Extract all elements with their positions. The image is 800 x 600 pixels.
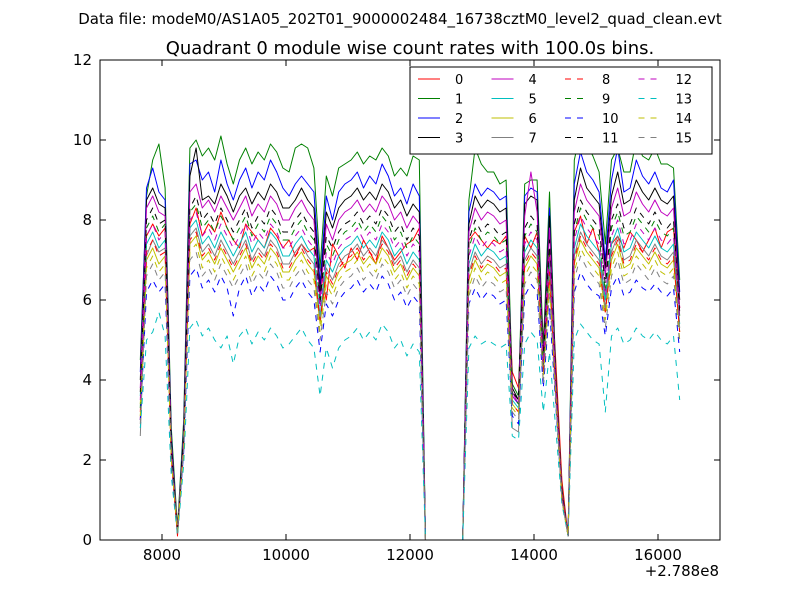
y-tick-label: 2 (82, 451, 92, 469)
legend-label-13: 13 (676, 93, 693, 108)
legend-label-2: 2 (455, 112, 463, 127)
series-line-5 (139, 219, 681, 541)
legend-label-14: 14 (676, 112, 693, 127)
y-tick-label: 4 (82, 371, 92, 389)
y-tick-label: 12 (73, 51, 92, 69)
legend-label-6: 6 (529, 112, 537, 127)
legend-label-3: 3 (455, 132, 463, 147)
series-line-15 (139, 251, 681, 541)
series-line-13 (139, 311, 681, 541)
legend-label-5: 5 (529, 93, 537, 108)
series-line-14 (139, 243, 681, 541)
series-line-4 (139, 171, 681, 541)
chart-title: Quadrant 0 module wise count rates with … (166, 38, 655, 59)
suptitle: Data file: modeM0/AS1A05_202T01_90000024… (78, 10, 722, 29)
legend-box (409, 66, 713, 155)
legend-label-0: 0 (455, 73, 463, 88)
legend-label-4: 4 (529, 73, 537, 88)
y-tick-label: 0 (82, 531, 92, 549)
series-line-12 (139, 211, 681, 541)
y-tick-label: 8 (82, 211, 92, 229)
y-tick-label: 10 (73, 131, 92, 149)
legend-label-12: 12 (676, 73, 693, 88)
legend-label-1: 1 (455, 93, 463, 108)
legend-label-8: 8 (602, 73, 610, 88)
x-tick-label: 12000 (386, 546, 434, 564)
legend-label-7: 7 (529, 132, 537, 147)
series-line-3 (139, 147, 681, 541)
x-tick-label: 10000 (262, 546, 310, 564)
series-line-7 (139, 227, 681, 541)
y-tick-label: 6 (82, 291, 92, 309)
series-line-10 (139, 267, 681, 541)
legend-label-9: 9 (602, 93, 610, 108)
x-tick-label: 16000 (634, 546, 682, 564)
legend-label-11: 11 (602, 132, 619, 147)
series-line-9 (139, 203, 681, 541)
series-line-8 (139, 231, 681, 541)
x-tick-label: 14000 (510, 546, 558, 564)
legend-label-10: 10 (602, 112, 619, 127)
series-line-2 (139, 147, 681, 541)
x-tick-label: 8000 (143, 546, 181, 564)
series-line-6 (139, 235, 681, 541)
series-layer (139, 131, 681, 541)
legend-label-15: 15 (676, 132, 693, 147)
x-offset-label: +2.788e8 (645, 562, 719, 580)
